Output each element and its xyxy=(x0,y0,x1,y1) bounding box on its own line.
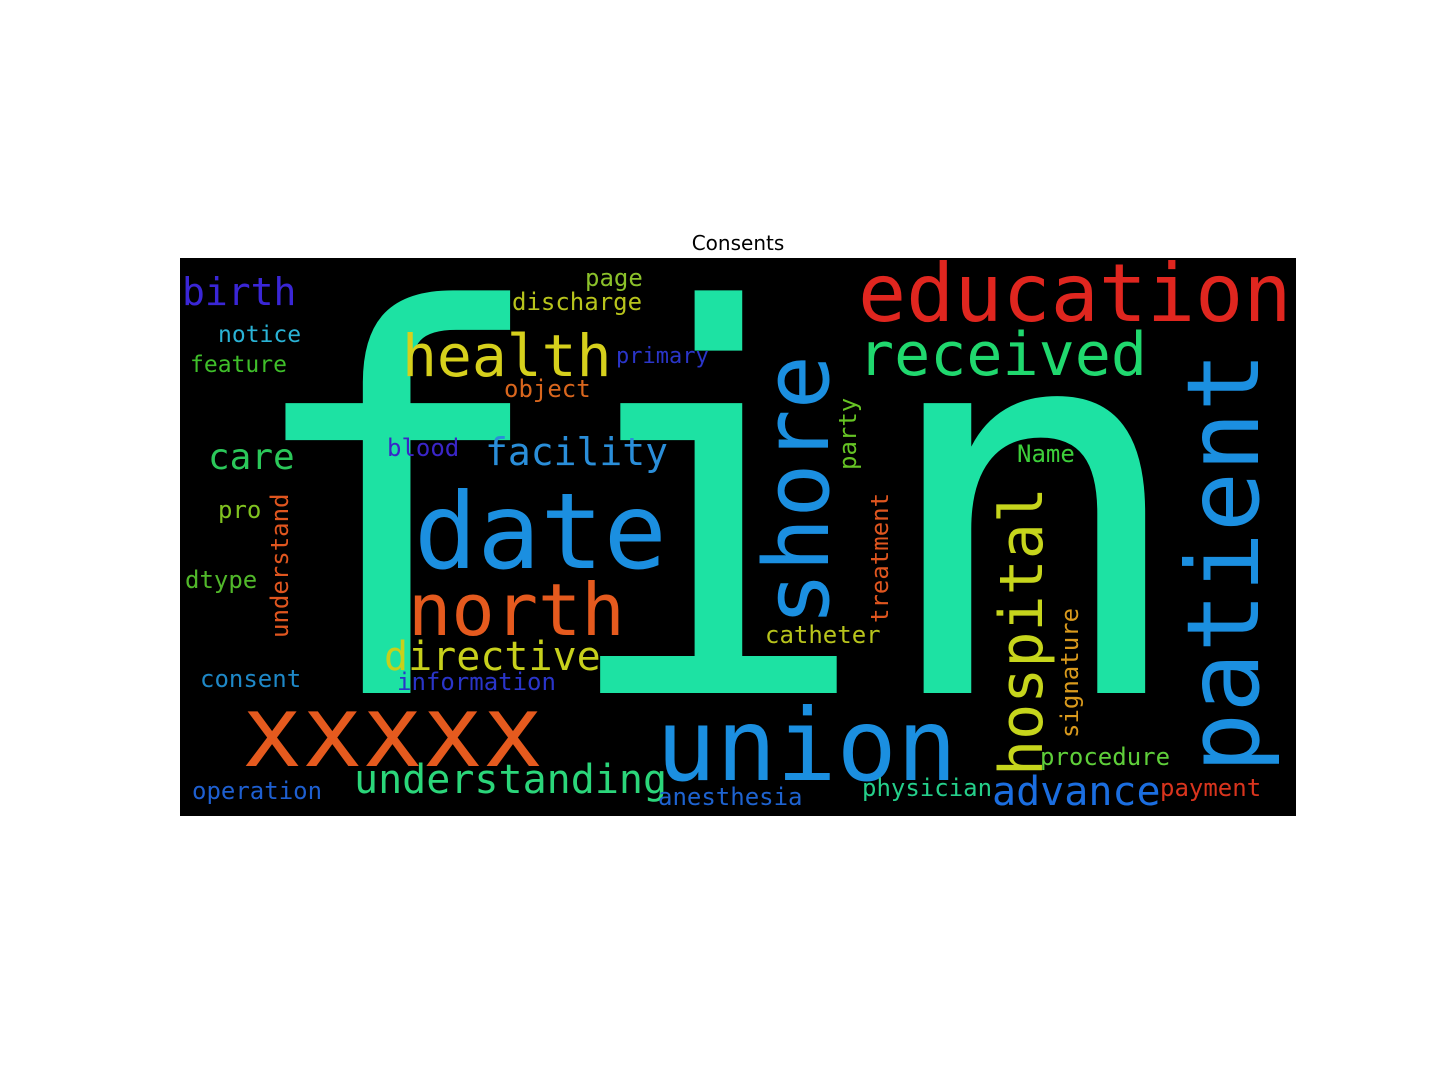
word-catheter: catheter xyxy=(765,621,881,649)
word-fin: fin xyxy=(235,258,1192,816)
word-north: north xyxy=(408,568,625,652)
word-cloud: fin education received health birth page disch… xyxy=(180,258,1296,816)
word-shore: shore xyxy=(745,355,850,626)
plot-title: Consents xyxy=(691,231,785,255)
word-information: information xyxy=(397,668,556,696)
word-union: union xyxy=(656,687,957,804)
word-directive: directive xyxy=(384,634,601,680)
word-primary: primary xyxy=(616,344,709,369)
word-date: date xyxy=(414,471,667,593)
word-dtype: dtype xyxy=(185,566,257,594)
word-received: received xyxy=(858,320,1147,390)
word-discharge: discharge xyxy=(512,288,642,316)
word-object: object xyxy=(504,375,591,403)
word-name: Name xyxy=(1017,440,1075,468)
word-understanding: understanding xyxy=(354,757,667,803)
word-patient: patient xyxy=(1165,352,1282,773)
word-consent: consent xyxy=(200,665,301,693)
word-birth: birth xyxy=(182,270,296,314)
word-xxxxx: xxxxx xyxy=(242,673,543,790)
word-notice: notice xyxy=(218,322,301,348)
word-care: care xyxy=(208,437,295,478)
word-procedure: procedure xyxy=(1040,743,1170,771)
word-payment: payment xyxy=(1160,774,1261,802)
word-treatment: treatment xyxy=(866,493,894,623)
word-pro: pro xyxy=(218,496,261,524)
word-education: education xyxy=(858,258,1291,340)
word-blood: blood xyxy=(387,434,459,462)
word-signature: signature xyxy=(1056,608,1084,738)
word-facility: facility xyxy=(485,430,668,474)
word-understand: understand xyxy=(266,494,294,639)
word-page: page xyxy=(585,264,643,292)
word-hospital: hospital xyxy=(987,487,1057,776)
word-feature: feature xyxy=(190,352,287,378)
word-party: party xyxy=(834,398,862,470)
word-health: health xyxy=(402,322,612,390)
word-physician: physician xyxy=(862,774,992,802)
word-anesthesia: anesthesia xyxy=(658,783,803,811)
word-operation: operation xyxy=(192,777,322,805)
word-advance: advance xyxy=(992,769,1161,815)
